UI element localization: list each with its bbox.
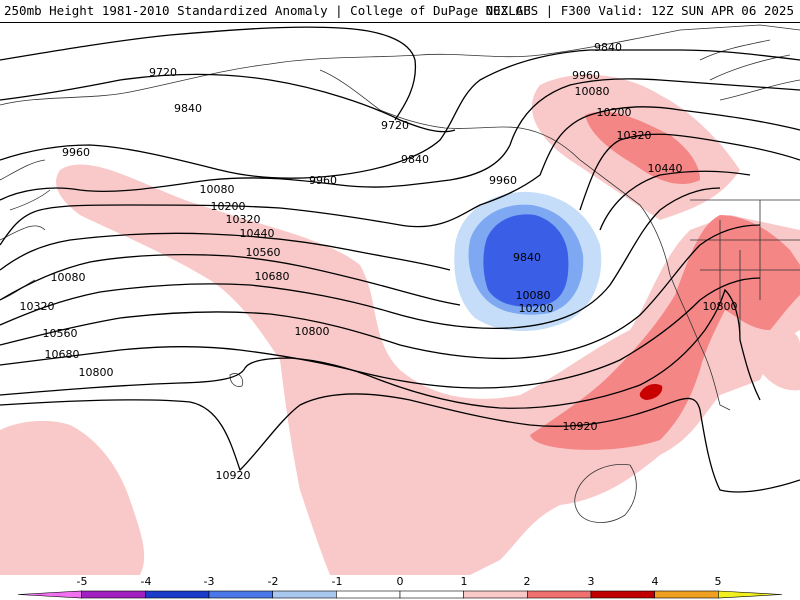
contour-labels: 9720 9720 9840 9840 9840 9840 9960 9960 … (20, 41, 738, 482)
contour-label: 10080 (200, 183, 235, 196)
colorbar-swatch (145, 590, 210, 599)
colorbar-swatch (590, 590, 655, 599)
contour-label: 10800 (79, 366, 114, 379)
contour-label: 10080 (575, 85, 610, 98)
colorbar-tick-labels: -5 -4 -3 -2 -1 0 1 2 3 4 5 (77, 575, 722, 588)
contour-label: 9960 (572, 69, 600, 82)
colorbar-tick-label: -3 (204, 575, 215, 588)
strong-positive-anomaly (530, 215, 800, 450)
colorbar-tick-label: 2 (524, 575, 531, 588)
model-run-info: 00Z GFS | F300 Valid: 12Z SUN APR 06 202… (485, 3, 794, 18)
colorbar-tick-label: 3 (588, 575, 595, 588)
colorbar-swatch (463, 590, 528, 599)
contour-label: 9960 (489, 174, 517, 187)
contour-label: 10440 (648, 162, 683, 175)
contour-label: 10680 (255, 270, 290, 283)
contour-label: 10320 (20, 300, 55, 313)
contour-label: 10200 (597, 106, 632, 119)
colorbar-tick-label: 5 (715, 575, 722, 588)
colorbar-swatch (654, 590, 719, 599)
contour-label: 10320 (617, 129, 652, 142)
map-title: 250mb Height 1981-2010 Standardized Anom… (4, 3, 531, 18)
contour-label: 10080 (516, 289, 551, 302)
colorbar-swatch (17, 590, 82, 599)
height-contours (0, 26, 800, 493)
contour-label: 10920 (216, 469, 251, 482)
colorbar-tick-label: -1 (332, 575, 343, 588)
strong-positive-anomaly (585, 111, 700, 185)
contour-label: 10200 (519, 302, 554, 315)
contour-label: 9960 (62, 146, 90, 159)
colorbar-swatch (399, 590, 464, 599)
colorbar-tick-label: 0 (397, 575, 404, 588)
contour-label: 9840 (174, 102, 202, 115)
map-header: 250mb Height 1981-2010 Standardized Anom… (0, 0, 800, 23)
anomaly-colorbar: -5 -4 -3 -2 -1 0 1 2 3 4 5 (17, 575, 783, 599)
contour-label: 10200 (211, 200, 246, 213)
positive-anomaly-region (56, 164, 800, 575)
positive-anomaly-region (0, 420, 145, 575)
weather-map: 9720 9720 9840 9840 9840 9840 9960 9960 … (0, 24, 800, 575)
contour-label: 9720 (381, 119, 409, 132)
contour-label: 10560 (43, 327, 78, 340)
colorbar-swatch (336, 590, 401, 599)
anomaly-shading (0, 74, 800, 575)
colorbar-swatch (81, 590, 146, 599)
colorbar-swatch (208, 590, 273, 599)
contour-label: 9840 (401, 153, 429, 166)
contour-label: 10800 (703, 300, 738, 313)
coastlines (0, 24, 800, 523)
contour-label: 10440 (240, 227, 275, 240)
contour-label: 10680 (45, 348, 80, 361)
contour-label: 10920 (563, 420, 598, 433)
contour-label: 10560 (246, 246, 281, 259)
colorbar-swatch (527, 590, 592, 599)
contour-label: 9840 (513, 251, 541, 264)
contour-label: 10320 (226, 213, 261, 226)
extreme-positive-anomaly (639, 384, 663, 400)
colorbar-tick-label: -5 (77, 575, 88, 588)
colorbar-tick-label: 4 (652, 575, 659, 588)
colorbar-swatch (272, 590, 337, 599)
contour-label: 10080 (51, 271, 86, 284)
contour-label: 9960 (309, 174, 337, 187)
negative-anomaly-region (483, 214, 569, 307)
colorbar-tick-label: 1 (461, 575, 468, 588)
colorbar-swatch (718, 590, 783, 599)
contour-label: 10800 (295, 325, 330, 338)
contour-label: 9720 (149, 66, 177, 79)
positive-anomaly-region (760, 326, 800, 391)
colorbar-swatches (17, 590, 783, 599)
contour-label: 9840 (594, 41, 622, 54)
colorbar-tick-label: -2 (268, 575, 279, 588)
colorbar-tick-label: -4 (141, 575, 152, 588)
